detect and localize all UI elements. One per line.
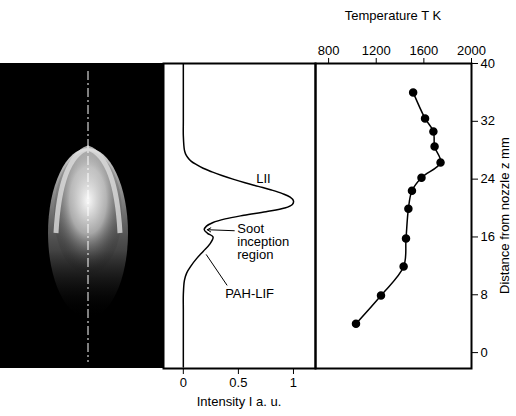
svg-text:40: 40 bbox=[481, 56, 495, 71]
svg-text:1600: 1600 bbox=[409, 43, 438, 58]
svg-text:32: 32 bbox=[481, 113, 495, 128]
svg-text:2000: 2000 bbox=[457, 42, 486, 58]
svg-text:1: 1 bbox=[290, 375, 297, 390]
svg-text:Sootinceptionregion: Sootinceptionregion bbox=[237, 221, 289, 262]
svg-text:16: 16 bbox=[481, 229, 495, 244]
svg-text:PAH-LIF: PAH-LIF bbox=[225, 286, 274, 301]
svg-text:800: 800 bbox=[318, 43, 340, 58]
svg-text:0: 0 bbox=[481, 345, 488, 360]
svg-text:1200: 1200 bbox=[362, 43, 391, 58]
svg-text:24: 24 bbox=[481, 171, 495, 186]
svg-text:LII: LII bbox=[256, 171, 270, 186]
html-text:Intensity I a. u.: Intensity I a. u. bbox=[196, 394, 282, 409]
html-text:Temperature T K: Temperature T K bbox=[344, 8, 442, 23]
svg-text:0.5: 0.5 bbox=[229, 375, 247, 390]
svg-text:0: 0 bbox=[180, 375, 187, 390]
html-text:Distance from nozzle z mm: Distance from nozzle z mm bbox=[496, 137, 512, 294]
svg-text:8: 8 bbox=[481, 287, 488, 302]
